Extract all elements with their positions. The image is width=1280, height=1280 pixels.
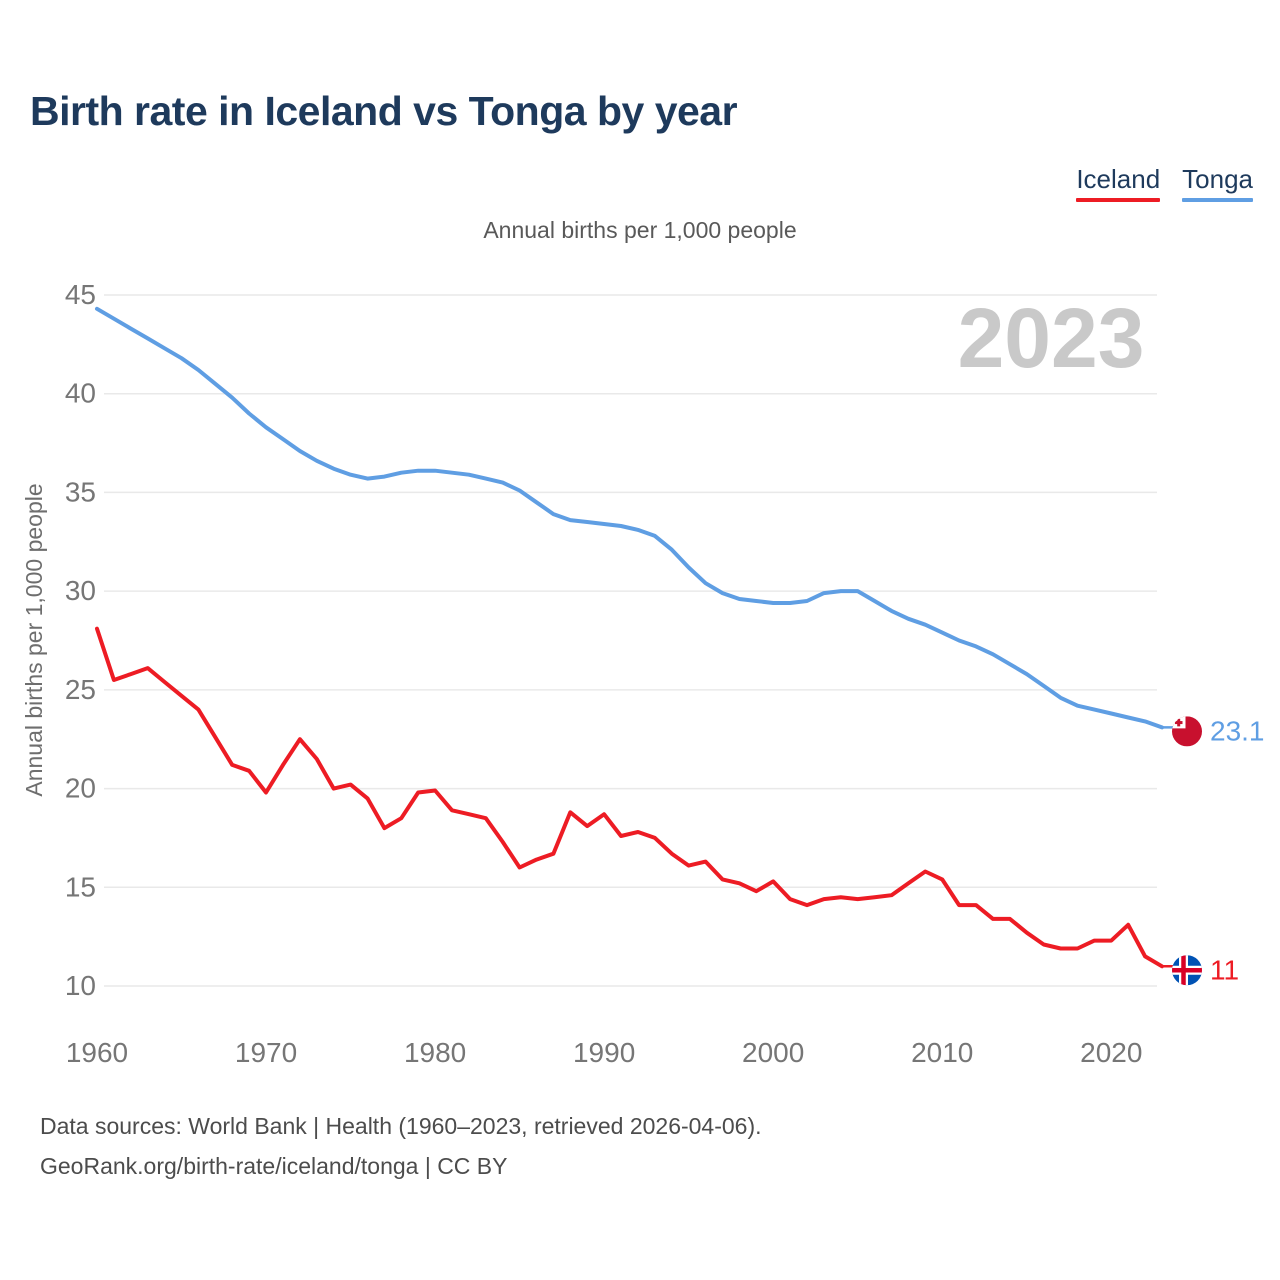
legend-underline-tonga	[1182, 197, 1253, 202]
legend-item-tonga[interactable]: Tonga	[1182, 165, 1253, 202]
y-tick-label: 10	[65, 970, 96, 1001]
y-tick-label: 25	[65, 674, 96, 705]
series-line-iceland[interactable]	[95, 626, 1164, 969]
y-tick-label: 35	[65, 476, 96, 507]
page-title: Birth rate in Iceland vs Tonga by year	[30, 88, 738, 134]
x-tick-label: 1960	[66, 1037, 128, 1068]
legend-label-tonga: Tonga	[1182, 164, 1253, 194]
tonga-flag-icon	[1172, 716, 1202, 747]
x-tick-label: 1970	[235, 1037, 297, 1068]
watermark-year: 2023	[958, 291, 1145, 385]
end-value-label-tonga: 23.1	[1210, 715, 1265, 746]
x-tick-label: 1980	[404, 1037, 466, 1068]
series-line-tonga[interactable]	[95, 306, 1164, 730]
y-axis-label: Annual births per 1,000 people	[21, 483, 47, 796]
x-tick-label: 2020	[1080, 1037, 1142, 1068]
legend-item-iceland[interactable]: Iceland	[1076, 164, 1161, 202]
end-value-label-iceland: 11	[1210, 954, 1239, 985]
x-tick-label: 1990	[573, 1037, 635, 1068]
y-tick-label: 30	[65, 575, 96, 606]
x-tick-label: 2010	[911, 1037, 973, 1068]
y-tick-label: 15	[65, 871, 96, 902]
chart-subtitle: Annual births per 1,000 people	[483, 217, 797, 243]
legend: Iceland Tonga	[1076, 165, 1253, 202]
footer-sources: Data sources: World Bank | Health (1960–…	[40, 1113, 762, 1139]
y-tick-label: 45	[65, 279, 96, 310]
y-tick-label: 40	[65, 378, 96, 409]
footer-attribution[interactable]: GeoRank.org/birth-rate/iceland/tonga | C…	[40, 1153, 508, 1179]
x-tick-label: 2000	[742, 1037, 804, 1068]
y-tick-label: 20	[65, 773, 96, 804]
iceland-flag-icon	[1172, 955, 1202, 986]
footer: Data sources: World Bank | Health (1960–…	[40, 1106, 762, 1186]
legend-label-iceland: Iceland	[1076, 164, 1161, 194]
legend-underline-iceland	[1076, 197, 1161, 202]
